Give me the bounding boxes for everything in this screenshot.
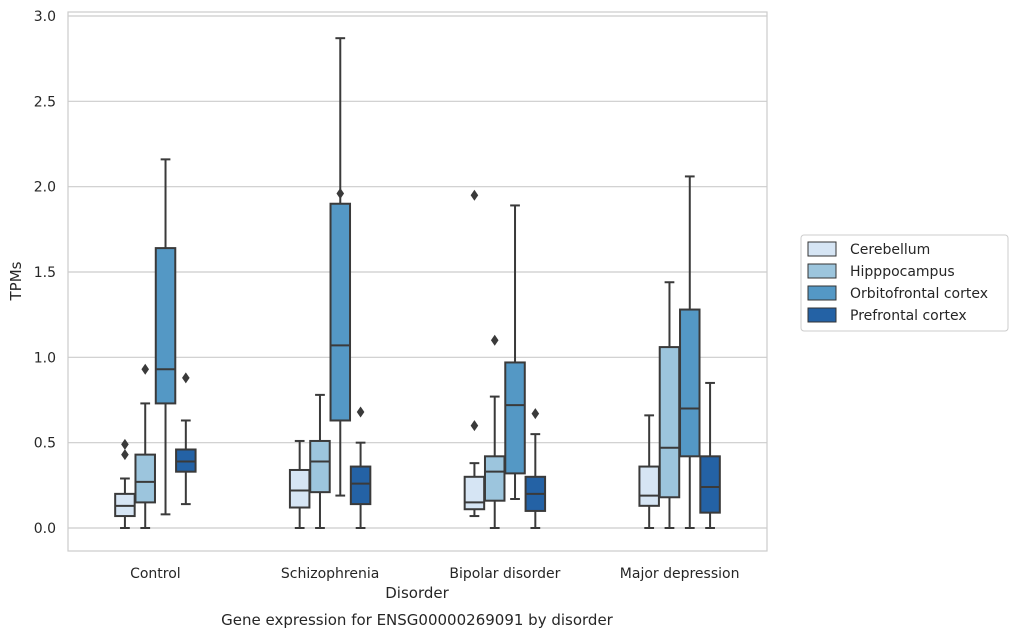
box-series (114, 37, 721, 529)
outlier-point (141, 363, 150, 375)
x-tick-label: Control (130, 566, 181, 582)
box-body (463, 475, 486, 511)
outlier-point (121, 438, 129, 450)
y-tick-label: 2.0 (34, 180, 56, 196)
box-hipppocampus (658, 281, 681, 529)
y-tick-label: 0.0 (34, 521, 56, 537)
box-cerebellum (114, 438, 136, 529)
outlier-point (336, 187, 345, 199)
box-body (638, 465, 660, 507)
outlier-point (356, 406, 365, 418)
box-body (349, 465, 372, 506)
box-body (699, 455, 721, 514)
outlier-point (531, 408, 540, 420)
box-orbitofrontal-cortex (154, 158, 177, 516)
plot-frame (67, 11, 768, 552)
x-axis-label: Disorder (385, 584, 449, 602)
box-body (679, 308, 701, 458)
box-body (309, 439, 331, 494)
y-tick-labels: 0.0 0.5 1.0 1.5 2.0 2.5 3.0 (34, 9, 56, 537)
box-hipppocampus (483, 334, 506, 529)
y-tick-label: 2.5 (34, 94, 56, 110)
y-tick-label: 1.5 (34, 265, 56, 281)
box-body (658, 346, 681, 499)
legend-label: Orbitofrontal cortex (850, 286, 988, 302)
box-prefrontal-cortex (699, 381, 721, 529)
outlier-point (121, 449, 129, 461)
y-tick-label: 1.0 (34, 350, 56, 366)
legend-swatch (807, 241, 837, 257)
box-hipppocampus (134, 363, 156, 529)
chart-caption: Gene expression for ENSG00000269091 by d… (221, 611, 614, 629)
legend-frame (800, 234, 1009, 332)
y-tick-label: 3.0 (34, 9, 56, 25)
box-hipppocampus (309, 393, 331, 529)
legend-label: Hipppocampus (850, 264, 955, 280)
legend-swatch (807, 307, 837, 323)
x-tick-labels: Control Schizophrenia Bipolar disorder Majo… (130, 566, 739, 582)
box-cerebellum (463, 189, 486, 518)
outlier-point (470, 189, 479, 201)
box-body (134, 453, 156, 504)
x-tick-label: Bipolar disorder (449, 566, 560, 582)
x-tick-label: Schizophrenia (281, 566, 379, 582)
box-orbitofrontal-cortex (504, 204, 526, 500)
box-orbitofrontal-cortex (329, 37, 352, 497)
legend-label: Cerebellum (850, 242, 930, 258)
box-cerebellum (638, 414, 660, 529)
box-body (504, 361, 526, 475)
grid-lines (68, 15, 767, 529)
box-cerebellum (288, 439, 311, 529)
box-body (288, 468, 311, 509)
legend-swatch (807, 285, 837, 301)
y-axis-label: TPMs (7, 261, 25, 301)
box-prefrontal-cortex (175, 372, 197, 506)
x-tick-label: Major depression (620, 566, 740, 582)
outlier-point (182, 372, 190, 384)
box-prefrontal-cortex (349, 406, 372, 529)
outlier-point (470, 420, 479, 432)
box-orbitofrontal-cortex (679, 175, 701, 529)
outlier-point (490, 334, 499, 346)
box-body (483, 455, 506, 502)
box-prefrontal-cortex (524, 408, 547, 529)
legend-swatch (807, 263, 837, 279)
legend-label: Prefrontal cortex (850, 308, 967, 324)
legend: Cerebellum Hipppocampus Orbitofrontal cort… (800, 234, 1009, 332)
box-body (154, 247, 177, 405)
box-body (329, 202, 352, 422)
y-tick-label: 0.5 (34, 436, 56, 452)
